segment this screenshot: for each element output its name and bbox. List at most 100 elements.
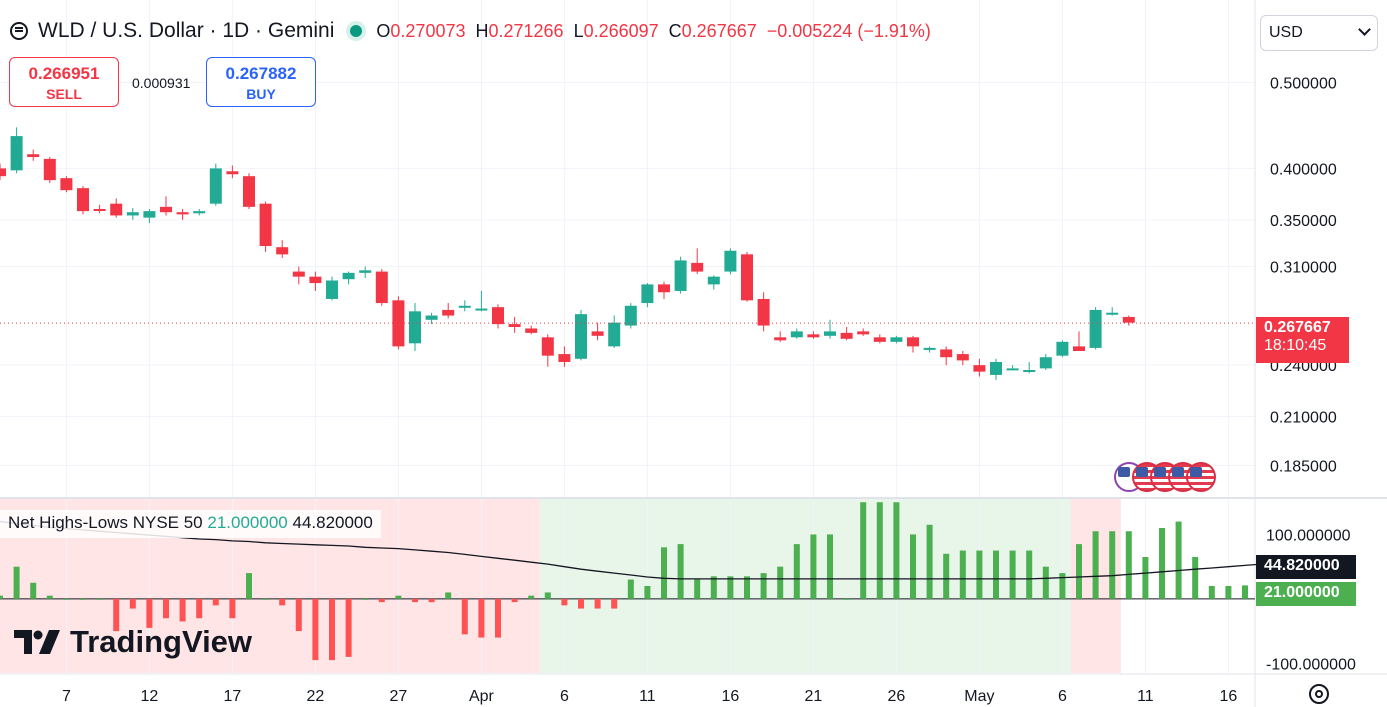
indicator-bar xyxy=(163,598,169,619)
sell-button[interactable]: 0.266951 SELL xyxy=(9,57,119,107)
indicator-bar xyxy=(993,550,999,599)
indicator-bar xyxy=(495,598,501,638)
tradingview-logo[interactable]: TradingView xyxy=(12,624,252,660)
indicator-bar xyxy=(594,598,601,609)
candle xyxy=(143,211,156,218)
candle xyxy=(0,168,6,177)
indicator-bar xyxy=(212,598,219,606)
candle xyxy=(840,332,853,339)
indicator-bar xyxy=(246,573,252,599)
candle xyxy=(624,305,637,326)
candle xyxy=(724,250,737,272)
candle xyxy=(1089,309,1102,348)
x-tick-label: 7 xyxy=(62,688,71,705)
candle xyxy=(1023,370,1036,373)
candle xyxy=(126,212,139,216)
indicator-bar xyxy=(777,566,784,599)
crypto-icon xyxy=(10,22,28,40)
price-change: −0.005224 (−1.91%) xyxy=(766,20,931,41)
indicator-bar xyxy=(428,598,435,603)
candle xyxy=(873,337,886,342)
indicator-legend[interactable]: Net Highs-Lows NYSE 50 21.000000 44.8200… xyxy=(0,510,381,538)
indicator-bar xyxy=(445,592,452,599)
candle xyxy=(110,203,123,216)
indicator-bar xyxy=(461,598,468,635)
indicator-bar xyxy=(843,598,850,600)
indicator-zone xyxy=(539,499,1071,673)
candle xyxy=(558,354,571,362)
candle xyxy=(691,262,704,272)
indicator-bar xyxy=(860,502,867,599)
tradingview-logo-icon xyxy=(14,630,60,654)
us-flag-icon[interactable] xyxy=(1186,462,1216,492)
candle xyxy=(757,298,770,326)
buy-label: BUY xyxy=(246,86,276,102)
indicator-bar xyxy=(1125,531,1132,599)
candle xyxy=(658,284,670,293)
candle xyxy=(43,158,56,181)
indicator-bar xyxy=(1242,585,1248,599)
candle xyxy=(160,206,172,213)
y-tick-label: 0.310000 xyxy=(1270,260,1337,277)
indicator-bar xyxy=(644,586,651,599)
indicator-bar xyxy=(80,598,86,600)
indicator-value-1: 21.000000 xyxy=(207,513,288,532)
indicator-bar xyxy=(744,576,750,599)
market-status-icon xyxy=(350,25,363,37)
candle xyxy=(824,331,836,336)
x-tick-label: May xyxy=(964,688,994,705)
settings-icon[interactable] xyxy=(1309,684,1329,704)
candle xyxy=(93,208,106,211)
candle xyxy=(807,334,820,338)
y-tick-label: 0.400000 xyxy=(1270,161,1337,178)
candle xyxy=(591,331,604,336)
indicator-bar xyxy=(30,582,37,599)
indicator-bar xyxy=(627,579,634,599)
events-icons[interactable] xyxy=(1114,462,1216,492)
indicator-bar xyxy=(146,598,153,628)
candle xyxy=(890,337,903,342)
candle xyxy=(458,305,471,308)
indicator-bar xyxy=(0,595,3,599)
candle xyxy=(940,349,953,358)
indicator-bar xyxy=(478,598,485,638)
candle xyxy=(492,307,504,325)
buy-price: 0.267882 xyxy=(225,64,297,83)
indicator-bar xyxy=(1208,586,1215,599)
indicator-bar xyxy=(96,598,103,600)
symbol-title[interactable]: WLD / U.S. Dollar · 1D · Gemini xyxy=(38,19,335,42)
candle xyxy=(442,309,455,316)
currency-value: USD xyxy=(1269,24,1303,41)
indicator-bar xyxy=(412,598,418,603)
candle xyxy=(790,331,803,338)
currency-select[interactable]: USD xyxy=(1260,15,1378,51)
x-tick-label: 6 xyxy=(560,688,569,705)
buy-button[interactable]: 0.267882 BUY xyxy=(206,57,316,107)
indicator-bar xyxy=(926,524,933,599)
indicator-bar xyxy=(727,576,734,599)
indicator-bar xyxy=(312,598,319,661)
indicator-bar xyxy=(1092,531,1099,599)
candle xyxy=(1006,368,1019,371)
ma-value-tag: 44.820000 xyxy=(1256,555,1356,579)
indicator-bar xyxy=(793,544,800,599)
candle xyxy=(575,314,587,359)
candle xyxy=(1106,312,1119,315)
indicator-bar xyxy=(1076,544,1082,599)
y-tick-label: 0.185000 xyxy=(1270,458,1337,475)
candle xyxy=(259,203,272,247)
candle xyxy=(342,272,355,280)
candle xyxy=(923,347,936,350)
indicator-bar xyxy=(179,598,186,622)
candle xyxy=(209,168,222,204)
candle xyxy=(956,354,969,361)
x-tick-label: Apr xyxy=(469,688,495,705)
indicator-bar xyxy=(511,598,518,603)
candle xyxy=(674,260,687,291)
candle xyxy=(741,254,753,301)
indicator-bar xyxy=(893,502,900,599)
indicator-bar xyxy=(959,550,966,599)
indicator-bar xyxy=(561,598,568,606)
symbol-header: WLD / U.S. Dollar · 1D · Gemini O0.27007… xyxy=(10,19,931,43)
y-tick-label: 0.500000 xyxy=(1270,75,1337,92)
